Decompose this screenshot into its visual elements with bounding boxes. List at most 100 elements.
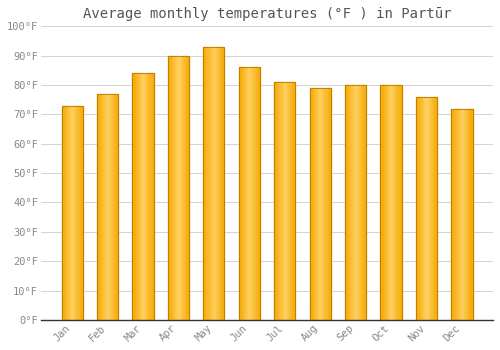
Bar: [70, 106, 71, 320]
Bar: [67, 106, 68, 320]
Bar: [82, 106, 83, 320]
Bar: [64, 106, 66, 320]
Bar: [170, 56, 171, 320]
Bar: [394, 85, 396, 320]
Bar: [424, 97, 426, 320]
Bar: [152, 73, 154, 320]
Bar: [97, 94, 98, 320]
Bar: [314, 88, 315, 320]
Bar: [68, 106, 69, 320]
Bar: [386, 85, 387, 320]
Bar: [259, 68, 260, 320]
Bar: [465, 108, 466, 320]
Bar: [274, 82, 295, 320]
Bar: [203, 47, 204, 320]
Bar: [115, 94, 116, 320]
Bar: [73, 106, 74, 320]
Bar: [463, 108, 464, 320]
Bar: [382, 85, 384, 320]
Bar: [416, 97, 437, 320]
Bar: [348, 85, 349, 320]
Bar: [116, 94, 117, 320]
Bar: [294, 82, 296, 320]
Bar: [460, 108, 461, 320]
Bar: [284, 82, 286, 320]
Bar: [435, 97, 436, 320]
Bar: [391, 85, 392, 320]
Bar: [62, 106, 83, 320]
Bar: [354, 85, 356, 320]
Bar: [417, 97, 418, 320]
Bar: [134, 73, 136, 320]
Bar: [66, 106, 67, 320]
Bar: [243, 68, 244, 320]
Bar: [292, 82, 293, 320]
Bar: [390, 85, 391, 320]
Bar: [238, 68, 260, 320]
Bar: [416, 97, 437, 320]
Bar: [208, 47, 210, 320]
Bar: [250, 68, 252, 320]
Bar: [213, 47, 214, 320]
Bar: [97, 94, 118, 320]
Bar: [185, 56, 186, 320]
Bar: [252, 68, 254, 320]
Bar: [289, 82, 290, 320]
Bar: [99, 94, 100, 320]
Bar: [172, 56, 173, 320]
Bar: [464, 108, 465, 320]
Bar: [290, 82, 291, 320]
Bar: [254, 68, 256, 320]
Bar: [78, 106, 80, 320]
Bar: [418, 97, 419, 320]
Bar: [389, 85, 390, 320]
Bar: [178, 56, 180, 320]
Bar: [291, 82, 292, 320]
Bar: [247, 68, 248, 320]
Bar: [246, 68, 247, 320]
Bar: [204, 47, 206, 320]
Bar: [392, 85, 393, 320]
Bar: [238, 68, 260, 320]
Bar: [188, 56, 189, 320]
Bar: [416, 97, 417, 320]
Bar: [169, 56, 170, 320]
Bar: [72, 106, 73, 320]
Bar: [71, 106, 72, 320]
Bar: [62, 106, 64, 320]
Bar: [280, 82, 281, 320]
Bar: [245, 68, 246, 320]
Bar: [206, 47, 208, 320]
Bar: [319, 88, 320, 320]
Bar: [361, 85, 362, 320]
Bar: [140, 73, 141, 320]
Bar: [132, 73, 154, 320]
Bar: [324, 88, 326, 320]
Bar: [458, 108, 460, 320]
Bar: [106, 94, 108, 320]
Bar: [422, 97, 424, 320]
Bar: [176, 56, 178, 320]
Bar: [222, 47, 224, 320]
Bar: [315, 88, 316, 320]
Bar: [101, 94, 102, 320]
Bar: [187, 56, 188, 320]
Bar: [400, 85, 402, 320]
Bar: [168, 56, 169, 320]
Bar: [310, 88, 331, 320]
Bar: [346, 85, 347, 320]
Bar: [215, 47, 216, 320]
Bar: [111, 94, 112, 320]
Bar: [468, 108, 469, 320]
Bar: [274, 82, 295, 320]
Bar: [275, 82, 276, 320]
Bar: [100, 94, 101, 320]
Bar: [282, 82, 284, 320]
Bar: [276, 82, 278, 320]
Bar: [148, 73, 150, 320]
Bar: [286, 82, 287, 320]
Bar: [238, 68, 240, 320]
Bar: [102, 94, 104, 320]
Bar: [362, 85, 363, 320]
Bar: [428, 97, 430, 320]
